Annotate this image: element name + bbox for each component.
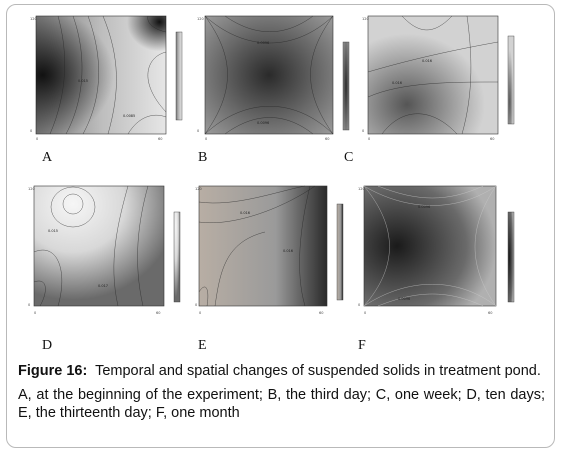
svg-text:120: 120 — [358, 187, 365, 191]
panel-label: E — [198, 338, 207, 353]
color-scale-bar — [336, 203, 344, 301]
svg-text:120: 120 — [197, 17, 204, 21]
svg-text:60: 60 — [156, 311, 160, 315]
svg-text:0: 0 — [368, 137, 370, 141]
svg-text:0: 0 — [197, 129, 199, 133]
contour-label: 0.0096 — [398, 297, 410, 301]
svg-text:0: 0 — [364, 311, 366, 315]
contour-label: 0.016 — [283, 249, 293, 253]
svg-text:0: 0 — [205, 137, 207, 141]
figure-caption: Figure 16: Temporal and spatial changes … — [18, 362, 545, 422]
caption-description: A, at the beginning of the experiment; B… — [18, 387, 545, 421]
contour-label: 0.0096 — [418, 205, 430, 209]
svg-text:60: 60 — [488, 311, 492, 315]
panel-d: 0.017 0.015 120 0 0 60 D — [28, 182, 198, 353]
contour-plot-b: 0.0096 0.0096 120 0 0 60 — [197, 15, 350, 141]
svg-text:0: 0 — [358, 303, 360, 307]
panel-b: 0.0096 0.0096 120 0 0 60 B — [195, 12, 365, 165]
svg-text:0: 0 — [34, 311, 36, 315]
contour-plot-c: 0.016 0.016 120 00 60 — [362, 15, 515, 141]
figure-label: Figure 16: — [18, 363, 88, 379]
contour-label: 0.0085 — [123, 114, 135, 118]
contour-label: 0.015 — [78, 79, 88, 83]
svg-text:120: 120 — [195, 187, 202, 191]
contour-plot-e: 0.016 0.016 120 00 60 — [195, 185, 344, 315]
svg-text:0: 0 — [30, 129, 32, 133]
contour-label: 0.016 — [392, 81, 402, 85]
svg-text:60: 60 — [325, 137, 329, 141]
contour-label: 0.015 — [48, 229, 58, 233]
svg-text:120: 120 — [362, 17, 369, 21]
panel-label: C — [344, 150, 354, 165]
figure-title: Temporal and spatial changes of suspende… — [95, 363, 541, 379]
contour-label: 0.0096 — [257, 121, 269, 125]
color-scale-bar — [342, 41, 350, 131]
panel-a: 0.015 0.0085 120 0 0 60 A — [28, 12, 198, 165]
contour-label: 0.017 — [98, 284, 108, 288]
caption-title: Figure 16: Temporal and spatial changes … — [18, 362, 545, 380]
contour-plot-f: 0.0096 0.0096 120 00 60 — [358, 185, 515, 315]
svg-text:60: 60 — [490, 137, 494, 141]
panel-label: F — [358, 338, 366, 353]
svg-text:0: 0 — [199, 311, 201, 315]
svg-text:60: 60 — [158, 137, 162, 141]
svg-text:0: 0 — [362, 129, 364, 133]
svg-text:0: 0 — [36, 137, 38, 141]
svg-text:0: 0 — [28, 303, 30, 307]
contour-label: 0.016 — [422, 59, 432, 63]
panel-f: 0.0096 0.0096 120 0 0 60 F — [358, 182, 533, 353]
panel-label: A — [42, 150, 53, 165]
color-scale-bar — [175, 31, 183, 121]
panel-e: 0.016 0.016 120 0 0 60 E — [195, 182, 365, 353]
color-scale-bar — [507, 35, 515, 125]
panel-label: B — [198, 150, 208, 165]
contour-plot-a: 0.015 0.0085 120 00 60 — [30, 15, 183, 141]
contour-plot-d: 0.017 0.015 120 00 60 — [28, 185, 181, 315]
contour-label: 0.016 — [240, 211, 250, 215]
svg-text:120: 120 — [28, 187, 35, 191]
contour-label: 0.0096 — [257, 41, 269, 45]
svg-text:0: 0 — [195, 303, 197, 307]
color-scale-bar — [507, 211, 515, 303]
svg-text:120: 120 — [30, 17, 37, 21]
panel-c: 0.016 0.016 120 0 0 60 C — [344, 12, 532, 165]
panel-label: D — [42, 338, 53, 353]
color-scale-bar — [173, 211, 181, 303]
svg-text:60: 60 — [319, 311, 323, 315]
